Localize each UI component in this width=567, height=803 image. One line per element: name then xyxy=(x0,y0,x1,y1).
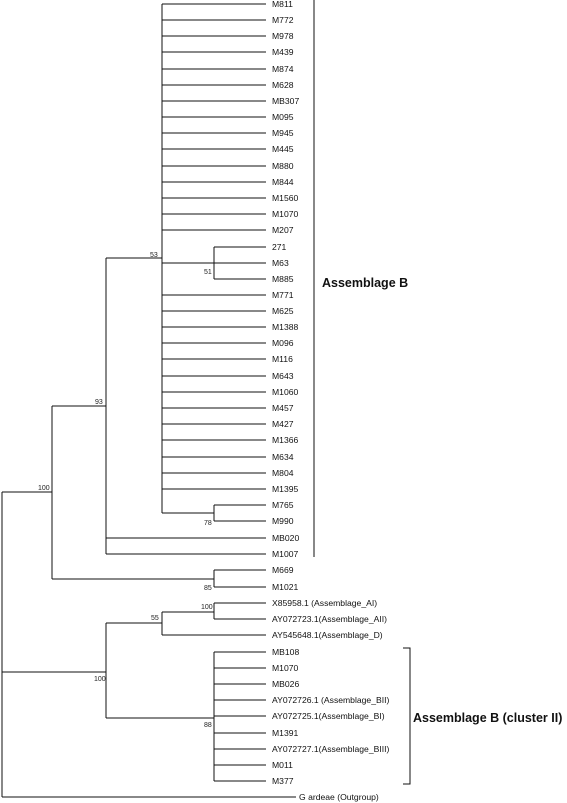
assemblage-b-cluster-ii-label: Assemblage B (cluster II) xyxy=(413,711,562,725)
assemblage-b-label: Assemblage B xyxy=(322,276,408,290)
taxon-label: M874 xyxy=(272,64,294,74)
bootstrap-value: 53 xyxy=(150,252,158,259)
bootstrap-value: 93 xyxy=(95,399,103,406)
taxon-label: M765 xyxy=(272,500,294,510)
taxon-label: M669 xyxy=(272,565,294,575)
taxon-label: M377 xyxy=(272,776,294,786)
bootstrap-value: 100 xyxy=(201,604,213,611)
taxon-label: M804 xyxy=(272,468,294,478)
taxon-label: G ardeae (Outgroup) xyxy=(299,792,379,802)
taxon-label: M885 xyxy=(272,274,294,284)
taxon-label: M445 xyxy=(272,144,294,154)
taxon-label: M643 xyxy=(272,371,294,381)
taxon-label: MB307 xyxy=(272,96,299,106)
taxon-label: M844 xyxy=(272,177,294,187)
support-values: 100 93 53 51 78 85 100 55 100 88 xyxy=(38,252,213,729)
taxon-label: M207 xyxy=(272,225,294,235)
taxon-label: M1070 xyxy=(272,209,298,219)
cluster-ii-bracket xyxy=(403,647,411,785)
clade-brackets xyxy=(313,0,411,785)
taxon-label: M990 xyxy=(272,516,294,526)
taxon-label: M772 xyxy=(272,15,294,25)
taxon-label: M439 xyxy=(272,47,294,57)
bootstrap-value: 51 xyxy=(204,269,212,276)
taxon-label: M771 xyxy=(272,290,294,300)
taxon-label: M1007 xyxy=(272,549,298,559)
bootstrap-value: 100 xyxy=(38,485,50,492)
tree-branches xyxy=(1,3,296,798)
bootstrap-value: 85 xyxy=(204,585,212,592)
taxon-label: M625 xyxy=(272,306,294,316)
taxon-label: M1021 xyxy=(272,582,298,592)
taxon-label: M1388 xyxy=(272,322,298,332)
bootstrap-value: 100 xyxy=(94,676,106,683)
taxon-label: AY072723.1(Assemblage_AII) xyxy=(272,614,387,624)
taxon-label: M1560 xyxy=(272,193,298,203)
taxon-label: M811 xyxy=(272,0,293,9)
bootstrap-value: 88 xyxy=(204,722,212,729)
taxon-labels: M811 M772 M978 M439 M874 M628 MB307 M095… xyxy=(272,0,389,802)
taxon-label: X85958.1 (Assemblage_AI) xyxy=(272,598,377,608)
taxon-label: MB026 xyxy=(272,679,299,689)
taxon-label: M011 xyxy=(272,760,293,770)
taxon-label: M978 xyxy=(272,31,294,41)
taxon-label: M457 xyxy=(272,403,294,413)
taxon-label: M1366 xyxy=(272,435,298,445)
taxon-label: M880 xyxy=(272,161,294,171)
taxon-label: M1395 xyxy=(272,484,298,494)
taxon-label: M116 xyxy=(272,354,293,364)
taxon-label: M634 xyxy=(272,452,294,462)
taxon-label: M945 xyxy=(272,128,294,138)
taxon-label: M1060 xyxy=(272,387,298,397)
taxon-label: 271 xyxy=(272,242,287,252)
taxon-label: M427 xyxy=(272,419,294,429)
taxon-label: AY545648.1(Assemblage_D) xyxy=(272,630,383,640)
taxon-label: AY072727.1(Assemblage_BIII) xyxy=(272,744,389,754)
taxon-label: M1070 xyxy=(272,663,298,673)
taxon-label: M628 xyxy=(272,80,294,90)
bootstrap-value: 78 xyxy=(204,520,212,527)
taxon-label: M096 xyxy=(272,338,294,348)
bootstrap-value: 55 xyxy=(151,615,159,622)
taxon-label: M1391 xyxy=(272,728,298,738)
taxon-label: M095 xyxy=(272,112,294,122)
taxon-label: AY072726.1 (Assemblage_BII) xyxy=(272,695,389,705)
taxon-label: MB020 xyxy=(272,533,299,543)
taxon-label: MB108 xyxy=(272,647,299,657)
taxon-label: AY072725.1(Assemblage_BI) xyxy=(272,711,385,721)
taxon-label: M63 xyxy=(272,258,289,268)
